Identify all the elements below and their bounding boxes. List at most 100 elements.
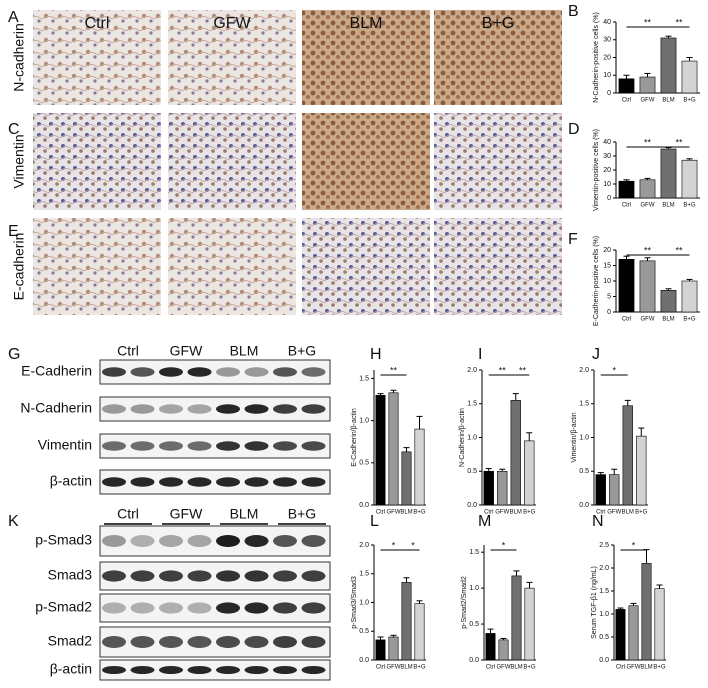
y-tick-label: 5: [607, 293, 611, 300]
ihc-image: [33, 218, 161, 315]
blot-group-label: BLM: [230, 343, 259, 359]
y-tick-label: 1.0: [359, 599, 369, 606]
panel-letter: F: [568, 231, 578, 248]
y-axis-label: p-Smad2/Smad2: [461, 576, 468, 629]
y-tick-label: 0.0: [599, 657, 609, 664]
x-tick-label: BLM: [640, 665, 652, 671]
bar: [639, 260, 656, 313]
x-tick-label: BLM: [622, 510, 634, 516]
blot-row-label: E-Cadherin: [21, 363, 92, 379]
y-tick-label: 2.0: [599, 565, 609, 572]
bar: [485, 633, 496, 661]
blot-band: [130, 535, 155, 547]
x-tick-label: B+G: [413, 510, 426, 516]
significance-label: **: [675, 245, 683, 255]
x-tick-label: GFW: [641, 203, 655, 209]
significance-label: **: [644, 137, 652, 147]
bar: [388, 392, 399, 506]
blot-band: [159, 477, 183, 487]
bar: [414, 603, 425, 661]
significance-label: *: [392, 540, 396, 550]
blot-group-label: B+G: [288, 343, 316, 359]
ihc-row-label: E-cadherin: [11, 233, 27, 301]
y-axis-label: Vimentin/β-actin: [571, 412, 578, 462]
blot-band: [102, 404, 126, 414]
x-tick-label: GFW: [387, 510, 401, 516]
bar: [681, 280, 698, 313]
x-tick-label: GFW: [495, 510, 509, 516]
ihc-column-label: Ctrl: [85, 15, 110, 32]
blot-band: [273, 570, 297, 582]
blot-band: [102, 441, 126, 451]
blot-band: [159, 441, 183, 451]
x-tick-label: BLM: [662, 98, 674, 104]
y-tick-label: 40: [603, 19, 611, 26]
significance-label: **: [644, 17, 652, 27]
ihc-image: [434, 218, 562, 315]
blot-band: [159, 535, 183, 547]
x-tick-label: Ctrl: [376, 510, 385, 516]
y-tick-label: 0: [607, 309, 611, 316]
blot-group-label: GFW: [170, 506, 203, 522]
blot-band: [244, 367, 269, 377]
bar: [641, 563, 652, 661]
blot-band: [244, 477, 269, 487]
y-tick-label: 30: [603, 153, 611, 160]
y-tick-label: 2.0: [579, 367, 589, 374]
ihc-image: [434, 113, 562, 210]
y-tick-label: 0.5: [599, 634, 609, 641]
blot-band: [301, 404, 326, 414]
blot-band: [301, 535, 326, 547]
y-axis-label: p-Smad3/Smad3: [351, 576, 358, 629]
x-tick-label: B+G: [683, 317, 696, 323]
ihc-image: [434, 10, 562, 105]
y-tick-label: 1.0: [579, 434, 589, 441]
y-tick-label: 1.5: [579, 401, 589, 408]
x-tick-label: BLM: [510, 665, 522, 671]
y-tick-label: 0: [607, 90, 611, 97]
ihc-image: [302, 113, 430, 210]
blot-band: [216, 441, 240, 451]
x-tick-label: GFW: [387, 665, 401, 671]
panel-letter: N: [592, 513, 604, 530]
y-tick-label: 2.5: [599, 542, 609, 549]
ihc-row-label: Vimentin: [11, 134, 27, 188]
significance-label: **: [675, 17, 683, 27]
x-tick-label: Ctrl: [596, 510, 605, 516]
bar: [388, 636, 399, 661]
y-tick-label: 20: [603, 247, 611, 254]
x-tick-label: Ctrl: [622, 203, 631, 209]
ihc-image: [33, 113, 161, 210]
blot-band: [216, 535, 240, 547]
x-tick-label: B+G: [653, 665, 666, 671]
panel-letter: J: [592, 346, 600, 363]
blot-band: [159, 666, 183, 674]
panel-letter: C: [8, 121, 20, 138]
blot-band: [216, 602, 240, 614]
blot-row-label: N-Cadherin: [20, 400, 92, 416]
bar: [375, 639, 386, 661]
bar: [609, 474, 620, 506]
y-tick-label: 0.0: [469, 657, 479, 664]
blot-group-label: Ctrl: [117, 506, 139, 522]
blot-band: [187, 666, 212, 674]
bar: [511, 575, 522, 661]
blot-band: [159, 570, 183, 582]
blot-band: [159, 404, 183, 414]
y-tick-label: 10: [603, 72, 611, 79]
panel-letter: I: [478, 346, 482, 363]
bar: [681, 159, 698, 199]
blot-band: [102, 666, 126, 674]
y-tick-label: 1.5: [467, 401, 477, 408]
y-tick-label: 0.5: [359, 628, 369, 635]
significance-label: **: [499, 365, 507, 375]
bar: [414, 428, 425, 506]
x-tick-label: B+G: [683, 98, 696, 104]
blot-band: [216, 636, 240, 648]
blot-band: [216, 570, 240, 582]
panel-letter: B: [568, 3, 579, 20]
y-tick-label: 0.0: [467, 502, 477, 509]
blot-band: [244, 441, 269, 451]
x-tick-label: Ctrl: [622, 98, 631, 104]
blot-band: [102, 602, 126, 614]
